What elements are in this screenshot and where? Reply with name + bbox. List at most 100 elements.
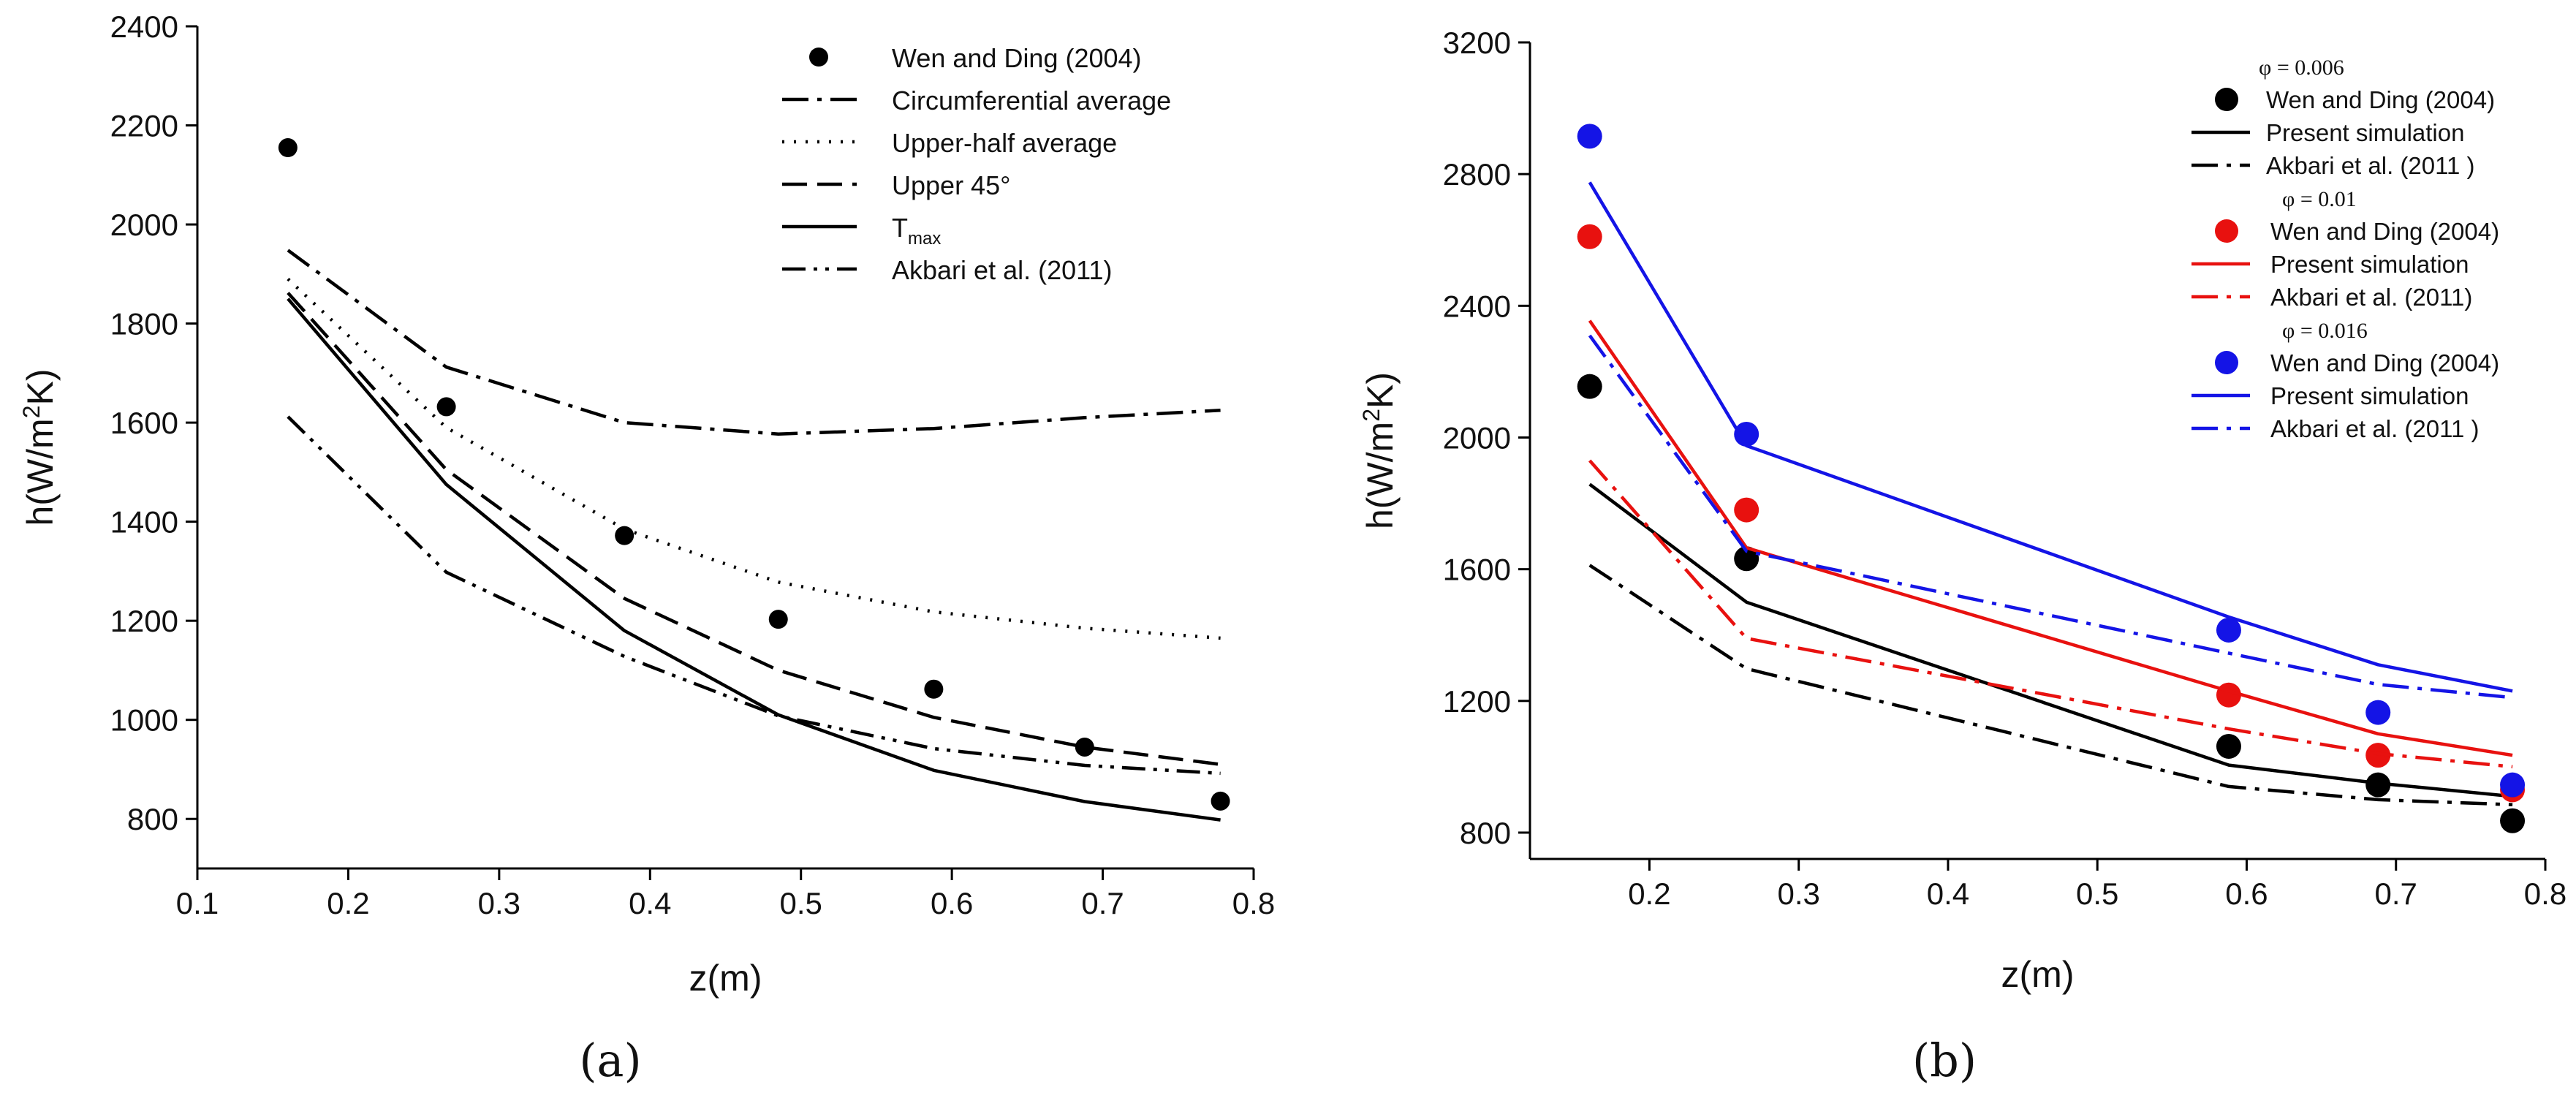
- panel-label: (a): [579, 1034, 641, 1087]
- data-point: [2216, 733, 2241, 759]
- legend-group-title: φ = 0.01: [2282, 187, 2357, 211]
- data-point: [1734, 497, 1759, 523]
- x-tick-label: 0.4: [629, 886, 671, 920]
- x-tick-label: 0.1: [176, 886, 219, 920]
- series-3: [287, 292, 1221, 766]
- legend-item: Present simulation: [2192, 119, 2464, 146]
- data-point: [2216, 617, 2241, 643]
- data-point: [924, 679, 944, 699]
- legend: φ = 0.006 Wen and Ding (2004) Present simu…: [2192, 56, 2499, 442]
- legend-label: Akbari et al. (2011): [892, 255, 1112, 285]
- series-line: [1588, 181, 2513, 693]
- data-point: [1211, 791, 1230, 811]
- series-line: [287, 277, 1221, 640]
- y-tick-label: 2000: [110, 208, 178, 242]
- legend-label: Present simulation: [2266, 119, 2464, 146]
- series-line: [1588, 459, 2513, 769]
- legend-label: Present simulation: [2270, 251, 2469, 278]
- y-tick-label: 1200: [110, 604, 178, 638]
- data-point: [2365, 700, 2391, 725]
- legend-label: Tmax: [892, 213, 941, 249]
- legend: Wen and Ding (2004) Circumferential avera…: [782, 43, 1171, 285]
- series-0: [278, 138, 1230, 811]
- data-point: [1734, 546, 1759, 572]
- x-tick-label: 0.5: [780, 886, 822, 920]
- panel-a-chart: 0.1 0.2 0.3 0.4 0.5 0.6 0.7 0.8 800 1000 1200 1400 1…: [18, 10, 1275, 1087]
- legend-label-text: Upper 45°: [892, 170, 1011, 200]
- legend-label-text: Circumferential average: [892, 86, 1171, 116]
- legend-label: Akbari et al. (2011): [2270, 284, 2472, 311]
- legend-label: Present simulation: [2270, 382, 2469, 409]
- series-line: [287, 415, 1221, 776]
- data-point: [768, 610, 788, 629]
- y-axis-label-pre: h(W/m: [20, 418, 61, 526]
- x-tick-label: 0.8: [1232, 886, 1275, 920]
- y-tick-label: 2400: [110, 10, 178, 44]
- y-tick-label: 1200: [1443, 684, 1511, 719]
- y-axis-label-sup: 2: [1358, 409, 1384, 422]
- y-tick-label: 1800: [110, 307, 178, 341]
- legend-label-text: T: [892, 213, 908, 243]
- x-tick-label: 0.8: [2524, 876, 2566, 911]
- x-axis-label: z(m): [2001, 954, 2075, 995]
- x-tick-label: 0.6: [2225, 876, 2268, 911]
- legend-label: Circumferential average: [892, 86, 1171, 116]
- series-8: [1588, 334, 2513, 700]
- series-line: [1588, 334, 2513, 700]
- series-2: [1588, 564, 2513, 806]
- data-point: [436, 397, 456, 417]
- data-point: [2500, 772, 2526, 798]
- x-tick-label: 0.3: [478, 886, 520, 920]
- legend-item: Upper-half average: [782, 128, 1117, 158]
- y-tick-label: 800: [1460, 816, 1511, 850]
- legend-label-sub: max: [908, 229, 941, 249]
- y-tick-label: 1600: [1443, 553, 1511, 587]
- legend-label: Akbari et al. (2011 ): [2266, 152, 2475, 179]
- series-4: [287, 298, 1221, 822]
- data-point: [278, 138, 298, 158]
- x-tick-label: 0.4: [1927, 876, 1969, 911]
- x-tick-label: 0.6: [931, 886, 973, 920]
- legend-label-text: Wen and Ding (2004): [892, 43, 1142, 73]
- legend-item: Wen and Ding (2004): [2215, 86, 2495, 113]
- legend-label: Wen and Ding (2004): [892, 43, 1142, 73]
- legend-item: Present simulation: [2192, 382, 2469, 409]
- legend-marker: [2215, 88, 2238, 111]
- series-5: [1588, 459, 2513, 769]
- series-line: [1588, 482, 2513, 798]
- legend-label: Upper-half average: [892, 128, 1117, 158]
- legend-label: Wen and Ding (2004): [2270, 349, 2499, 376]
- legend-marker: [809, 48, 828, 67]
- legend-item: Akbari et al. (2011): [2192, 284, 2472, 311]
- data-point: [1577, 124, 1602, 149]
- series-4: [1588, 319, 2513, 757]
- y-tick-label: 2000: [1443, 420, 1511, 455]
- x-tick-label: 0.5: [2076, 876, 2118, 911]
- series-2: [287, 277, 1221, 640]
- legend-group-title: φ = 0.016: [2282, 319, 2368, 343]
- series-line: [1588, 564, 2513, 806]
- legend-item: Wen and Ding (2004): [2215, 349, 2499, 376]
- series-line: [1588, 319, 2513, 757]
- legend-item: Akbari et al. (2011 ): [2192, 415, 2480, 442]
- series-line: [287, 292, 1221, 766]
- x-tick-label: 0.7: [2375, 876, 2417, 911]
- legend-item: Tmax: [782, 213, 941, 249]
- legend-marker: [2215, 351, 2238, 374]
- y-axis-label-post: K): [1360, 372, 1401, 409]
- legend-item: Wen and Ding (2004): [809, 43, 1142, 73]
- x-tick-label: 0.3: [1777, 876, 1819, 911]
- y-axis-label-pre: h(W/m: [1360, 422, 1401, 529]
- y-tick-label: 1600: [110, 406, 178, 440]
- data-point: [1577, 374, 1602, 399]
- y-tick-label: 2200: [110, 109, 178, 143]
- series-1: [1588, 482, 2513, 798]
- panel-label: (b): [1912, 1034, 1977, 1087]
- legend-label: Wen and Ding (2004): [2266, 86, 2495, 113]
- legend-item: Akbari et al. (2011): [782, 255, 1112, 285]
- y-tick-label: 1000: [110, 703, 178, 738]
- series-7: [1588, 181, 2513, 693]
- legend-item: Wen and Ding (2004): [2215, 218, 2499, 245]
- legend-item: Present simulation: [2192, 251, 2469, 278]
